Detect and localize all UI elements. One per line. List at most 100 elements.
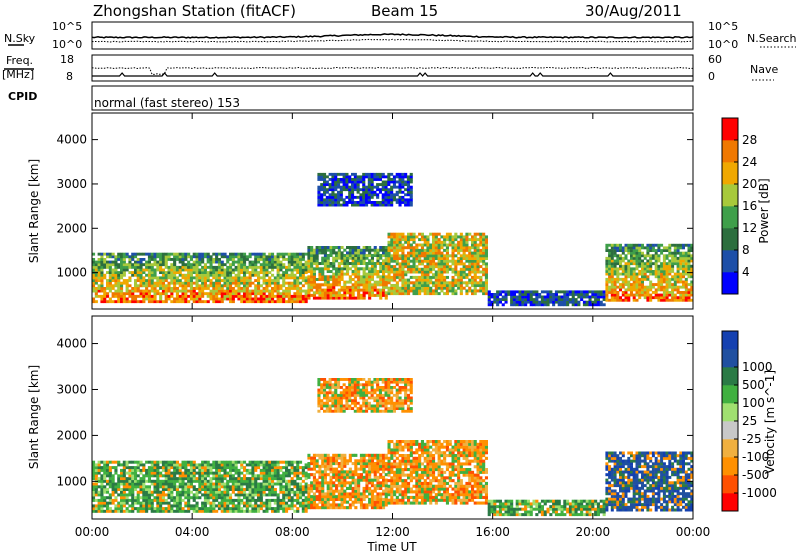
heatmap-cell bbox=[613, 296, 617, 300]
heatmap-cell bbox=[282, 255, 286, 259]
heatmap-cell bbox=[482, 273, 486, 277]
heatmap-cell bbox=[398, 286, 402, 290]
heatmap-cell bbox=[136, 474, 140, 478]
heatmap-cell bbox=[312, 500, 316, 504]
heatmap-cell bbox=[437, 254, 441, 258]
heatmap-cell bbox=[245, 297, 249, 301]
heatmap-cell bbox=[192, 496, 196, 500]
heatmap-cell bbox=[131, 477, 135, 481]
heatmap-cell bbox=[498, 300, 502, 304]
heatmap-cell bbox=[332, 495, 336, 499]
heatmap-cell bbox=[398, 178, 402, 181]
heatmap-cell bbox=[560, 290, 564, 294]
heatmap-cell bbox=[535, 295, 539, 299]
heatmap-cell bbox=[285, 289, 289, 293]
heatmap-cell bbox=[412, 289, 416, 293]
heatmap-cell bbox=[217, 271, 221, 274]
heatmap-cell bbox=[114, 294, 118, 298]
heatmap-cell bbox=[251, 474, 255, 478]
heatmap-cell bbox=[287, 485, 291, 489]
heatmap-cell bbox=[465, 284, 469, 287]
heatmap-cell bbox=[401, 238, 405, 242]
heatmap-cell bbox=[312, 497, 316, 501]
heatmap-cell bbox=[370, 190, 374, 194]
heatmap-cell bbox=[187, 496, 191, 500]
heatmap-cell bbox=[262, 273, 266, 277]
heatmap-cell bbox=[259, 482, 263, 486]
heatmap-cell bbox=[370, 183, 374, 186]
heatmap-cell bbox=[641, 285, 644, 289]
heatmap-cell bbox=[359, 262, 363, 265]
heatmap-cell bbox=[465, 267, 469, 271]
heatmap-cell bbox=[189, 294, 193, 298]
heatmap-cell bbox=[122, 509, 126, 513]
heatmap-cell bbox=[170, 490, 174, 494]
heatmap-cell bbox=[192, 255, 196, 259]
heatmap-cell bbox=[657, 277, 661, 281]
heatmap-cell bbox=[342, 198, 346, 202]
heatmap-cell bbox=[348, 291, 352, 295]
heatmap-cell bbox=[103, 509, 107, 513]
heatmap-cell bbox=[443, 243, 447, 247]
heatmap-cell bbox=[482, 262, 486, 266]
heatmap-cell bbox=[671, 285, 675, 289]
heatmap-cell bbox=[673, 293, 677, 297]
heatmap-cell bbox=[97, 294, 101, 298]
heatmap-cell bbox=[187, 474, 191, 478]
heatmap-cell bbox=[462, 246, 466, 250]
heatmap-cell bbox=[415, 257, 419, 260]
heatmap-cell bbox=[487, 290, 491, 294]
heatmap-cell bbox=[329, 484, 333, 488]
heatmap-cell bbox=[378, 178, 382, 181]
heatmap-cell bbox=[443, 259, 447, 263]
heatmap-cell bbox=[248, 281, 252, 285]
heatmap-cell bbox=[220, 493, 224, 497]
heatmap-cell bbox=[627, 267, 631, 271]
heatmap-cell bbox=[387, 235, 391, 239]
heatmap-cell bbox=[379, 254, 383, 257]
heatmap-cell bbox=[434, 292, 438, 296]
heatmap-cell bbox=[237, 273, 241, 277]
heatmap-cell bbox=[451, 278, 455, 282]
heatmap-cell bbox=[178, 507, 182, 511]
heatmap-cell bbox=[279, 485, 283, 489]
heatmap-cell bbox=[616, 243, 620, 247]
nave-series-line bbox=[92, 72, 693, 77]
heatmap-cell bbox=[673, 259, 677, 263]
heatmap-cell bbox=[429, 286, 433, 290]
heatmap-cell bbox=[195, 265, 199, 269]
heatmap-cell bbox=[153, 297, 157, 301]
heatmap-cell bbox=[610, 277, 614, 281]
heatmap-cell bbox=[296, 263, 300, 267]
heatmap-cell bbox=[649, 256, 653, 260]
heatmap-cell bbox=[346, 291, 350, 295]
heatmap-cell bbox=[627, 285, 631, 289]
heatmap-cell bbox=[203, 460, 207, 464]
heatmap-cell bbox=[310, 264, 314, 268]
heatmap-cell bbox=[398, 246, 402, 250]
heatmap-cell bbox=[616, 291, 620, 294]
heatmap-cell bbox=[226, 284, 230, 288]
heatmap-cell bbox=[335, 278, 339, 281]
heatmap-cell bbox=[184, 294, 188, 298]
heatmap-cell bbox=[370, 254, 374, 257]
heatmap-cell bbox=[384, 248, 388, 252]
heatmap-cell bbox=[684, 256, 688, 260]
heatmap-cell bbox=[337, 180, 341, 184]
heatmap-cell bbox=[198, 466, 202, 470]
heatmap-cell bbox=[356, 203, 360, 207]
heatmap-cell bbox=[619, 283, 622, 286]
heatmap-cell bbox=[120, 493, 124, 497]
heatmap-cell bbox=[376, 270, 380, 273]
heatmap-cell bbox=[287, 468, 291, 472]
heatmap-cell bbox=[209, 263, 213, 267]
heatmap-cell bbox=[342, 172, 346, 176]
heatmap-cell bbox=[348, 275, 352, 279]
heatmap-cell bbox=[134, 498, 138, 502]
heatmap-cell bbox=[448, 232, 452, 236]
heatmap-cell bbox=[390, 289, 394, 293]
heatmap-cell bbox=[632, 256, 636, 260]
heatmap-cell bbox=[673, 249, 677, 252]
heatmap-cell bbox=[682, 270, 685, 273]
heatmap-cell bbox=[654, 283, 658, 286]
